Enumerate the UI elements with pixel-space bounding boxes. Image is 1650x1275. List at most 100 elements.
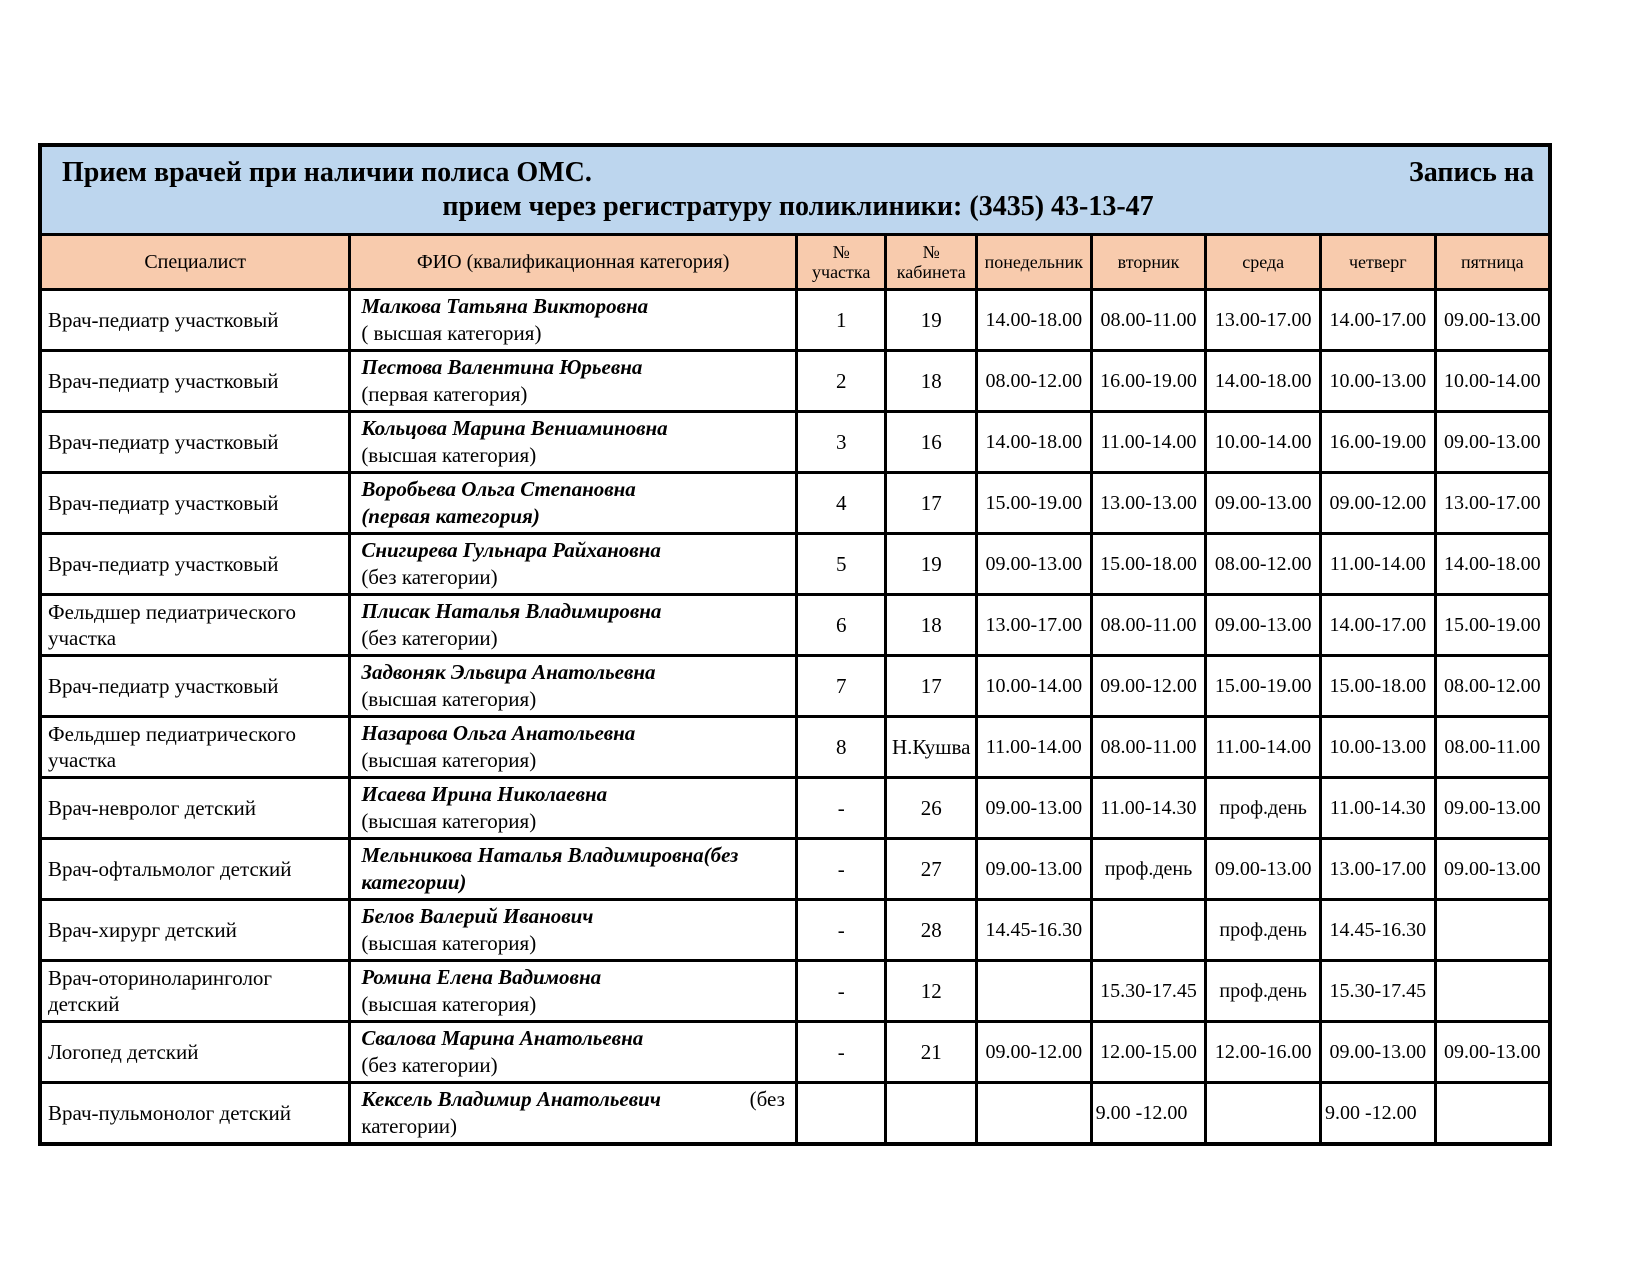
schedule-cell-monday: 09.00-13.00 [974, 776, 1093, 840]
kabinet-cell: 17 [884, 471, 978, 535]
schedule-cell-thursday: 9.00 -12.00 [1319, 1081, 1437, 1146]
uchastok-cell: 3 [794, 410, 888, 474]
schedule-cell-wednesday: 09.00-13.00 [1204, 593, 1322, 657]
schedule-cell-tuesday: 15.00-18.00 [1089, 532, 1208, 596]
schedule-cell-monday: 15.00-19.00 [974, 471, 1093, 535]
specialist-cell: Врач-педиатр участковый [38, 471, 352, 535]
schedule-cell-monday: 09.00-13.00 [974, 837, 1093, 901]
schedule-cell-thursday: 16.00-19.00 [1319, 410, 1437, 474]
schedule-cell-wednesday: 12.00-16.00 [1204, 1020, 1322, 1084]
title-phone-line: прием через регистратуру поликлиники: (3… [442, 191, 1154, 222]
schedule-cell-thursday: 15.00-18.00 [1319, 654, 1437, 718]
table-row: Врач-педиатр участковый Пестова Валентина… [38, 349, 1552, 413]
qualification-category: (без категории) [361, 565, 498, 589]
schedule-cell-friday: 08.00-11.00 [1433, 715, 1552, 779]
kabinet-cell: Н.Кушва [884, 715, 978, 779]
schedule-cell-monday: 14.45-16.30 [974, 898, 1093, 962]
schedule-cell-wednesday: 13.00-17.00 [1204, 288, 1322, 352]
fio-name-line: Кольцова Марина Вениаминовна [361, 415, 785, 442]
schedule-cell-monday: 10.00-14.00 [974, 654, 1093, 718]
uchastok-cell: 2 [794, 349, 888, 413]
specialist-cell: Врач-офтальмолог детский [38, 837, 352, 901]
schedule-cell-thursday: 10.00-13.00 [1319, 715, 1437, 779]
uchastok-cell: 5 [794, 532, 888, 596]
table-row: Врач-пульмонолог детский Кексель Владимир… [38, 1081, 1552, 1146]
uchastok-cell: 4 [794, 471, 888, 535]
schedule-cell-monday: 14.00-18.00 [974, 288, 1093, 352]
doctor-name: Задвоняк Эльвира Анатольевна [361, 660, 656, 684]
uchastok-cell: - [794, 837, 888, 901]
fio-name-line: Назарова Ольга Анатольевна [361, 720, 785, 747]
fio-cell: Пестова Валентина Юрьевна (первая категор… [348, 349, 798, 413]
schedule-cell-friday [1433, 898, 1552, 962]
uchastok-cell: 7 [794, 654, 888, 718]
kabinet-cell: 27 [884, 837, 978, 901]
specialist-cell: Врач-хирург детский [38, 898, 352, 962]
doctor-name: Снигирева Гульнара Райхановна [361, 538, 661, 562]
schedule-cell-friday: 10.00-14.00 [1433, 349, 1552, 413]
schedule-cell-tuesday: 12.00-15.00 [1089, 1020, 1208, 1084]
schedule-cell-tuesday: 09.00-12.00 [1089, 654, 1208, 718]
specialist-cell: Фельдшер педиатрического участка [38, 715, 352, 779]
doctor-name: Исаева Ирина Николаевна [361, 782, 608, 806]
schedule-cell-friday [1433, 959, 1552, 1023]
fio-cell: Ромина Елена Вадимовна (высшая категория) [348, 959, 798, 1023]
uchastok-cell: - [794, 898, 888, 962]
kabinet-no-sign: № [922, 242, 940, 262]
kabinet-cell: 18 [884, 593, 978, 657]
doctor-name: Пестова Валентина Юрьевна [361, 355, 643, 379]
kabinet-cell: 17 [884, 654, 978, 718]
kabinet-cell: 12 [884, 959, 978, 1023]
table-row: Врач-педиатр участковый Малкова Татьяна В… [38, 288, 1552, 352]
table-row: Врач-хирург детский Белов Валерий Иванови… [38, 898, 1552, 962]
fio-cell: Снигирева Гульнара Райхановна (без катего… [348, 532, 798, 596]
schedule-cell-friday [1433, 1081, 1552, 1146]
schedule-cell-thursday: 14.45-16.30 [1319, 898, 1437, 962]
fio-name-line: Белов Валерий Иванович [361, 903, 785, 930]
schedule-cell-thursday: 09.00-13.00 [1319, 1020, 1437, 1084]
column-header-kabinet: № кабинета [884, 233, 978, 291]
schedule-cell-friday: 14.00-18.00 [1433, 532, 1552, 596]
table-row: Фельдшер педиатрического участка Плисак Н… [38, 593, 1552, 657]
kabinet-cell: 18 [884, 349, 978, 413]
qualification-category: ( высшая категория) [361, 321, 542, 345]
specialist-cell: Логопед детский [38, 1020, 352, 1084]
doctor-name: Свалова Марина Анатольевна [361, 1026, 644, 1050]
schedule-cell-friday: 09.00-13.00 [1433, 410, 1552, 474]
title-line1: Прием врачей при наличии полиса ОМС. Зап… [62, 156, 1534, 190]
schedule-cell-friday: 09.00-13.00 [1433, 837, 1552, 901]
fio-name-line: Плисак Наталья Владимировна [361, 598, 785, 625]
fio-cell: Мельникова Наталья Владимировна(без катег… [348, 837, 798, 901]
fio-name-line: Мельникова Наталья Владимировна(без [361, 842, 785, 869]
schedule-cell-monday [974, 959, 1093, 1023]
schedule-cell-wednesday: 09.00-13.00 [1204, 837, 1322, 901]
title-text: Прием врачей при наличии полиса ОМС. [62, 157, 592, 188]
doctor-name: Малкова Татьяна Викторовна [361, 294, 649, 318]
fio-name-line: Свалова Марина Анатольевна [361, 1025, 785, 1052]
doctor-name: Мельникова Наталья Владимировна(без [361, 843, 739, 867]
table-row: Логопед детский Свалова Марина Анатольевн… [38, 1020, 1552, 1084]
schedule-cell-monday: 09.00-12.00 [974, 1020, 1093, 1084]
kabinet-word: кабинета [896, 262, 966, 282]
specialist-cell: Врач-педиатр участковый [38, 654, 352, 718]
schedule-cell-wednesday: проф.день [1204, 776, 1322, 840]
schedule-cell-wednesday: 14.00-18.00 [1204, 349, 1322, 413]
fio-cell: Свалова Марина Анатольевна (без категории… [348, 1020, 798, 1084]
fio-name-line: Задвоняк Эльвира Анатольевна [361, 659, 785, 686]
column-header-fio: ФИО (квалификационная категория) [348, 233, 798, 291]
specialist-cell: Фельдшер педиатрического участка [38, 593, 352, 657]
kabinet-cell: 28 [884, 898, 978, 962]
column-header-row: Специалист ФИО (квалификационная категор… [38, 233, 1552, 291]
column-header-specialist: Специалист [38, 233, 352, 291]
schedule-cell-thursday: 10.00-13.00 [1319, 349, 1437, 413]
schedule-cell-friday: 13.00-17.00 [1433, 471, 1552, 535]
uchastok-cell: - [794, 959, 888, 1023]
schedule-cell-wednesday: 15.00-19.00 [1204, 654, 1322, 718]
specialist-cell: Врач-невролог детский [38, 776, 352, 840]
fio-name-line: Исаева Ирина Николаевна [361, 781, 785, 808]
table-row: Врач-педиатр участковый Воробьева Ольга С… [38, 471, 1552, 535]
table-row: Врач-невролог детский Исаева Ирина Никола… [38, 776, 1552, 840]
schedule-cell-monday: 08.00-12.00 [974, 349, 1093, 413]
schedule-cell-monday: 09.00-13.00 [974, 532, 1093, 596]
column-header-monday: понедельник [974, 233, 1093, 291]
